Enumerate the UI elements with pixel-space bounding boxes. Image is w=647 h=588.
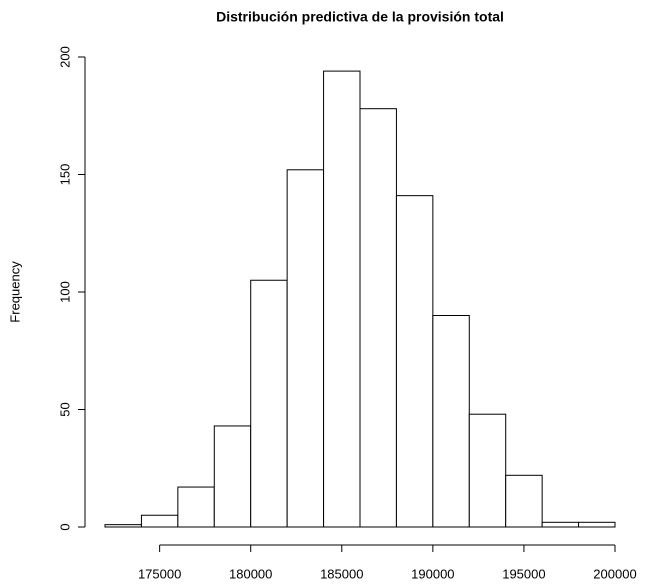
bar <box>432 315 470 528</box>
y-axis-label: Frequency <box>7 261 22 323</box>
x-tick-label: 185000 <box>320 566 363 581</box>
x-tick-label: 200000 <box>593 566 636 581</box>
bar <box>359 108 397 528</box>
y-tick-label: 150 <box>57 164 72 186</box>
bar <box>323 70 361 528</box>
bar <box>250 279 288 528</box>
x-tick-label: 195000 <box>502 566 545 581</box>
bar <box>213 425 252 528</box>
x-tick-label: 190000 <box>411 566 454 581</box>
chart-title: Distribución predictiva de la provisión … <box>216 9 504 25</box>
y-tick-label: 100 <box>57 281 72 303</box>
y-tick-label: 0 <box>57 523 72 530</box>
bar <box>541 521 580 528</box>
y-tick-label: 50 <box>57 402 72 416</box>
x-tick-label: 175000 <box>138 566 181 581</box>
bar <box>395 195 434 528</box>
bar <box>140 514 179 528</box>
bar <box>177 486 215 528</box>
bar <box>104 524 142 528</box>
bar <box>286 169 325 528</box>
bar <box>505 474 543 528</box>
x-tick-label: 180000 <box>229 566 272 581</box>
bar <box>468 413 507 528</box>
bar <box>578 521 616 528</box>
y-tick-label: 200 <box>57 46 72 68</box>
